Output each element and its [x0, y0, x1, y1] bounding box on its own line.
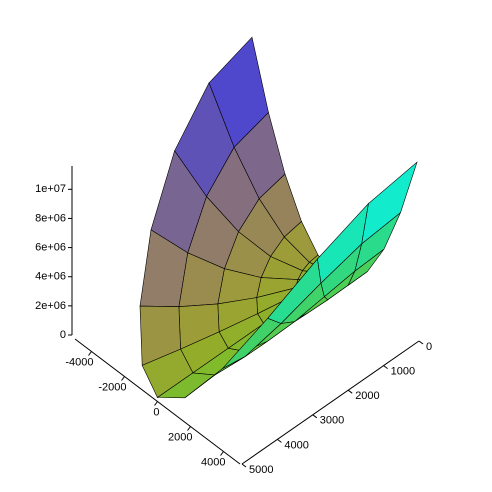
x-tick-label: -4000: [65, 356, 93, 368]
y-axis: [241, 340, 420, 465]
z-tick-label: 8e+06: [35, 212, 66, 224]
y-tick-label: 4000: [284, 439, 308, 451]
x-tick: [220, 451, 224, 456]
x-tick-label: -2000: [98, 381, 126, 393]
x-tick: [121, 376, 125, 381]
x-tick: [88, 351, 92, 356]
z-tick-label: 0: [60, 329, 66, 341]
y-tick: [241, 463, 247, 468]
z-tick-label: 2e+06: [35, 300, 66, 312]
y-tick: [347, 389, 353, 394]
y-tick: [277, 438, 282, 443]
y-tick: [312, 414, 318, 419]
y-tick: [418, 340, 424, 345]
y-tick-label: 0: [426, 341, 432, 353]
x-tick-label: 4000: [201, 456, 225, 468]
x-tick: [187, 426, 191, 431]
y-tick-label: 3000: [320, 415, 344, 427]
y-tick-label: 1000: [391, 366, 415, 378]
z-tick-label: 6e+06: [35, 241, 66, 253]
x-tick: [154, 401, 158, 406]
surface-patch: [184, 356, 246, 399]
x-tick-label: 0: [153, 406, 159, 418]
x-tick-label: 2000: [168, 431, 192, 443]
y-tick-label: 2000: [355, 390, 379, 402]
y-tick: [383, 365, 388, 370]
z-tick-label: 4e+06: [35, 271, 66, 283]
z-tick-label: 1e+07: [35, 183, 66, 195]
y-tick-label: 5000: [249, 464, 273, 476]
